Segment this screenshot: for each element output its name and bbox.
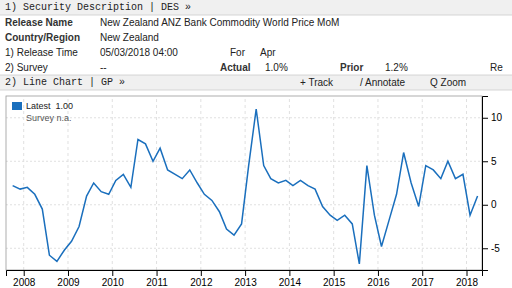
y-axis: -5 0 5 10 (482, 97, 503, 271)
header-text: New Zealand (100, 32, 159, 43)
y-tick-mark (482, 205, 488, 206)
x-tick-mark (68, 270, 69, 276)
x-tick: 2015 (323, 270, 346, 288)
header-text: Actual (220, 62, 251, 73)
x-tick-mark (157, 270, 158, 276)
y-tick: 5 (482, 156, 497, 167)
header-text: For (230, 47, 246, 58)
grid-line-x (377, 96, 378, 270)
y-tick-label: 0 (491, 199, 497, 210)
y-tick-mark (482, 248, 488, 249)
header-text: Prior (340, 62, 363, 73)
header-text: New Zealand ANZ Bank Commodity World Pri… (100, 17, 339, 28)
x-tick: 2014 (279, 270, 302, 288)
x-tick-label: 2011 (146, 277, 168, 288)
header-text: 1) Release Time (5, 47, 78, 58)
x-tick-mark (378, 270, 379, 276)
x-tick: 2018 (456, 270, 479, 288)
header-text: 1) Security Description | DES » (5, 2, 191, 13)
header: 1) Security Description | DES » Release N… (5, 2, 503, 88)
plot-frame (6, 96, 482, 270)
x-tick-mark (112, 270, 113, 276)
header-band (0, 0, 512, 15)
x-tick-label: 2009 (57, 277, 80, 288)
x-tick-mark (422, 270, 423, 276)
x-tick: 2013 (234, 270, 257, 288)
header-text: Release Name (5, 17, 73, 28)
chart: 1) Security Description | DES » Release N… (0, 0, 512, 288)
header-text: Re (490, 62, 503, 73)
header-text: + Track (300, 77, 334, 88)
x-tick-mark (334, 270, 335, 276)
header-band (0, 75, 512, 90)
separator (0, 90, 512, 91)
x-tick: 2009 (57, 270, 80, 288)
x-tick-label: 2008 (13, 277, 36, 288)
header-text: 2) Line Chart | GP » (5, 77, 125, 88)
y-tick-mark (482, 161, 488, 162)
grid-line-x (245, 96, 246, 270)
x-tick-label: 2012 (190, 277, 213, 288)
header-text: / Annotate (360, 77, 405, 88)
y-tick-label: 10 (491, 112, 503, 123)
grid-line-x (112, 96, 113, 270)
grid (6, 96, 482, 270)
header-text: 1.2% (385, 62, 408, 73)
x-tick: 2016 (367, 270, 390, 288)
header-text: 2) Survey (5, 62, 48, 73)
x-tick-mark (245, 270, 246, 276)
x-tick: 2017 (412, 270, 435, 288)
y-tick: -5 (482, 243, 500, 254)
x-tick-label: 2010 (102, 277, 125, 288)
grid-line-x (200, 96, 201, 270)
grid-line-x (23, 96, 24, 270)
header-text: 05/03/2018 04:00 (100, 47, 178, 58)
grid-line-y (6, 117, 482, 118)
grid-line-x (466, 96, 467, 270)
y-tick-label: 5 (491, 156, 497, 167)
grid-line-x (156, 96, 157, 270)
legend: Latest 1.00 Survey n.a. (12, 101, 73, 123)
x-axis-line (7, 271, 483, 277)
x-tick-label: 2013 (234, 277, 257, 288)
x-axis: 2008 2009 2010 2011 2012 2013 2014 2015 2016 2017… (7, 270, 483, 288)
y-tick-mark (482, 118, 488, 119)
x-tick: 2011 (146, 270, 168, 288)
x-tick: 2012 (190, 270, 213, 288)
grid-line-y (6, 161, 482, 162)
x-tick-mark (201, 270, 202, 276)
separator (0, 15, 512, 16)
legend-swatch (12, 102, 22, 110)
y-axis-line (483, 97, 489, 271)
x-tick-label: 2014 (279, 277, 302, 288)
x-tick-label: 2017 (412, 277, 435, 288)
x-tick-mark (467, 270, 468, 276)
x-tick-label: 2018 (456, 277, 479, 288)
header-bands (0, 0, 512, 90)
plot-area (13, 109, 478, 264)
y-tick: 0 (482, 199, 497, 210)
y-tick-label: -5 (491, 243, 500, 254)
x-tick-label: 2016 (367, 277, 390, 288)
header-text: Apr (260, 47, 276, 58)
legend-text: Latest 1.00 (26, 101, 73, 111)
header-text: 1.0% (265, 62, 288, 73)
separator (0, 75, 512, 76)
y-tick: 10 (482, 112, 503, 123)
grid-line-x (333, 96, 334, 270)
header-text: -- (100, 62, 107, 73)
x-tick: 2008 (13, 270, 36, 288)
header-text: Q Zoom (430, 77, 466, 88)
x-tick-label: 2015 (323, 277, 346, 288)
x-tick-mark (24, 270, 25, 276)
line (13, 109, 478, 264)
x-tick: 2010 (102, 270, 125, 288)
header-text: Country/Region (5, 32, 80, 43)
legend-text: Survey n.a. (26, 113, 72, 123)
x-tick-mark (289, 270, 290, 276)
grid-line-y (6, 248, 482, 249)
